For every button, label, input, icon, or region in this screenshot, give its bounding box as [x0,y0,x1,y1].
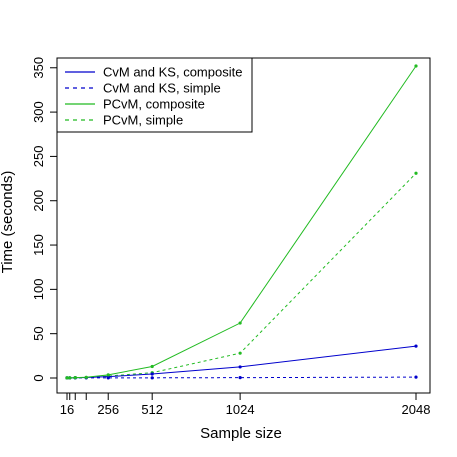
x-axis: 16 256 512 1024 2048 [60,392,431,417]
y-tick-label: 300 [31,101,46,123]
data-point [238,321,242,325]
y-tick-label: 100 [31,279,46,301]
x-tick-label: 1024 [226,402,255,417]
data-point [238,365,242,369]
data-point [150,376,154,380]
y-tick-label: 50 [31,326,46,340]
y-tick-label: 0 [31,374,46,381]
x-tick-label: 512 [141,402,163,417]
legend-label: CvM and KS, simple [103,81,221,96]
legend-label: PCvM, simple [103,113,183,128]
legend-label: CvM and KS, composite [103,65,242,80]
data-point [65,376,69,380]
y-axis: 0 50 100 150 200 250 300 350 [31,57,58,382]
y-tick-label: 350 [31,57,46,79]
data-point [73,376,77,380]
data-point [150,364,154,369]
data-point [68,376,72,380]
series-layer [65,64,418,380]
data-point [414,64,418,68]
y-tick-label: 250 [31,146,46,168]
data-point [150,372,154,376]
x-tick-label: 2048 [402,402,431,417]
data-point [414,375,418,379]
y-axis-title: Time (seconds) [0,171,16,274]
y-tick-label: 150 [31,234,46,256]
data-point [238,376,242,380]
data-point [84,375,88,379]
x-tick-label: 16 [60,402,74,417]
data-point [414,344,418,348]
data-point [106,373,110,377]
data-point [414,171,418,175]
data-point [238,351,242,355]
legend-label: PCvM, composite [103,97,205,112]
series-line [67,376,417,379]
y-tick-label: 200 [31,190,46,212]
series-line [67,172,417,379]
x-tick-label: 256 [97,402,119,417]
x-axis-title: Sample size [200,425,282,442]
